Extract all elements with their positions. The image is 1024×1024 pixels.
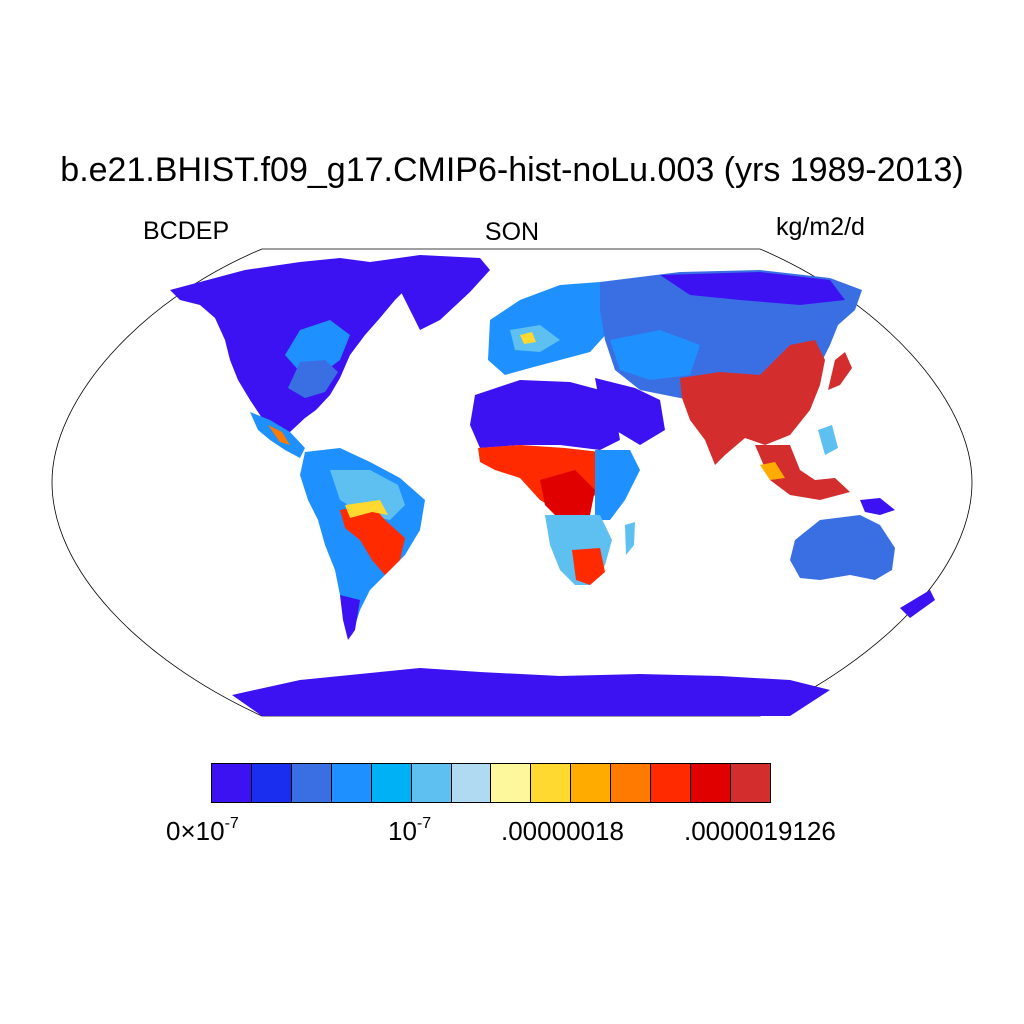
- colorbar-box-4: [371, 764, 412, 802]
- colorbar-box-3: [331, 764, 372, 802]
- land-europe-hot: [520, 332, 536, 344]
- land-amazon: [330, 470, 405, 520]
- land-indonesia-warm: [760, 462, 785, 480]
- land-north-america-east: [285, 320, 350, 375]
- colorbar: [211, 763, 771, 803]
- land-new-guinea: [860, 498, 895, 515]
- colorbar-label-2: .00000018: [501, 816, 624, 846]
- land-philippines: [818, 425, 838, 455]
- season-label: SON: [484, 218, 540, 246]
- land-antarctica: [232, 668, 830, 716]
- land-south-america-ring: [345, 500, 388, 518]
- land-southeast-asia-hot: [755, 445, 850, 500]
- land-europe: [488, 282, 620, 375]
- page-title: b.e21.BHIST.f09_g17.CMIP6-hist-noLu.003 …: [60, 151, 964, 189]
- colorbar-box-2: [291, 764, 332, 802]
- colorbar-box-6: [451, 764, 492, 802]
- land-middle-east: [595, 378, 665, 445]
- colorbar-box-8: [531, 764, 572, 802]
- variable-label: BCDEP: [143, 217, 230, 245]
- land-china-india-hot: [680, 340, 825, 465]
- land-africa-central: [540, 470, 595, 520]
- units-label: kg/m2/d: [776, 213, 865, 241]
- land-greenland: [370, 255, 490, 330]
- land-africa-east: [595, 450, 640, 520]
- colorbar-box-11: [651, 764, 692, 802]
- land-south-america-hot: [340, 505, 405, 575]
- colorbar-label-1: 10-7: [388, 815, 432, 847]
- colorbar-box-1: [251, 764, 292, 802]
- colorbar-box-10: [611, 764, 652, 802]
- land-us-east: [288, 360, 338, 398]
- colorbar-box-12: [691, 764, 731, 802]
- land-madagascar: [625, 522, 635, 555]
- land-africa-south-hot: [572, 548, 605, 585]
- colorbar-box-5: [411, 764, 452, 802]
- land-north-america: [170, 258, 410, 432]
- land-central-asia: [610, 330, 700, 380]
- colorbar-box-7: [491, 764, 532, 802]
- colorbar-label-0: 0×10-7: [166, 815, 239, 847]
- colorbar-label-3: .0000019126: [684, 816, 836, 846]
- land-patagonia: [340, 595, 360, 640]
- colorbar-box-9: [571, 764, 612, 802]
- land-australia: [790, 515, 895, 580]
- colorbar-box-13: [730, 764, 770, 802]
- land-new-zealand: [900, 590, 935, 618]
- land-europe-warm: [510, 325, 560, 352]
- land-japan: [828, 352, 852, 390]
- land-africa-north: [470, 380, 620, 450]
- land-central-america-hot: [268, 425, 290, 445]
- colorbar-box-0: [212, 764, 252, 802]
- land-siberia: [660, 272, 845, 305]
